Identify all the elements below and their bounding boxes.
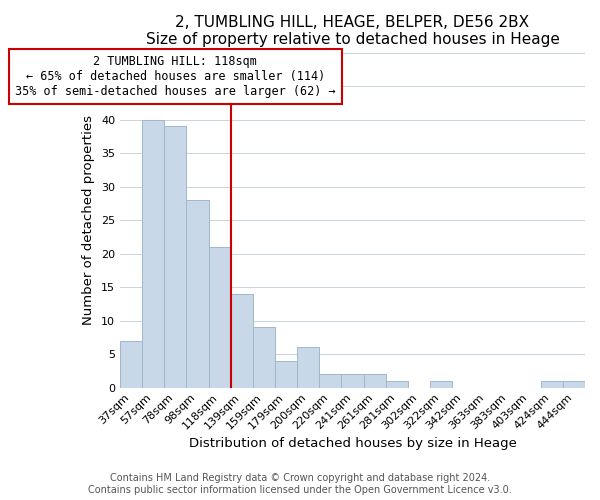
Bar bbox=[430, 381, 452, 388]
Bar bbox=[164, 126, 187, 388]
Bar bbox=[386, 381, 408, 388]
Bar bbox=[230, 294, 253, 388]
Bar bbox=[209, 247, 230, 388]
Title: 2, TUMBLING HILL, HEAGE, BELPER, DE56 2BX
Size of property relative to detached : 2, TUMBLING HILL, HEAGE, BELPER, DE56 2B… bbox=[146, 15, 559, 48]
Bar bbox=[341, 374, 364, 388]
Bar bbox=[563, 381, 585, 388]
Bar bbox=[297, 348, 319, 388]
Bar bbox=[253, 328, 275, 388]
Bar bbox=[364, 374, 386, 388]
Text: Contains HM Land Registry data © Crown copyright and database right 2024.
Contai: Contains HM Land Registry data © Crown c… bbox=[88, 474, 512, 495]
Bar bbox=[275, 361, 297, 388]
Text: 2 TUMBLING HILL: 118sqm
← 65% of detached houses are smaller (114)
35% of semi-d: 2 TUMBLING HILL: 118sqm ← 65% of detache… bbox=[15, 54, 335, 98]
Bar bbox=[187, 200, 209, 388]
X-axis label: Distribution of detached houses by size in Heage: Distribution of detached houses by size … bbox=[188, 437, 517, 450]
Bar bbox=[319, 374, 341, 388]
Bar bbox=[541, 381, 563, 388]
Bar bbox=[120, 340, 142, 388]
Bar bbox=[142, 120, 164, 388]
Y-axis label: Number of detached properties: Number of detached properties bbox=[82, 115, 95, 325]
